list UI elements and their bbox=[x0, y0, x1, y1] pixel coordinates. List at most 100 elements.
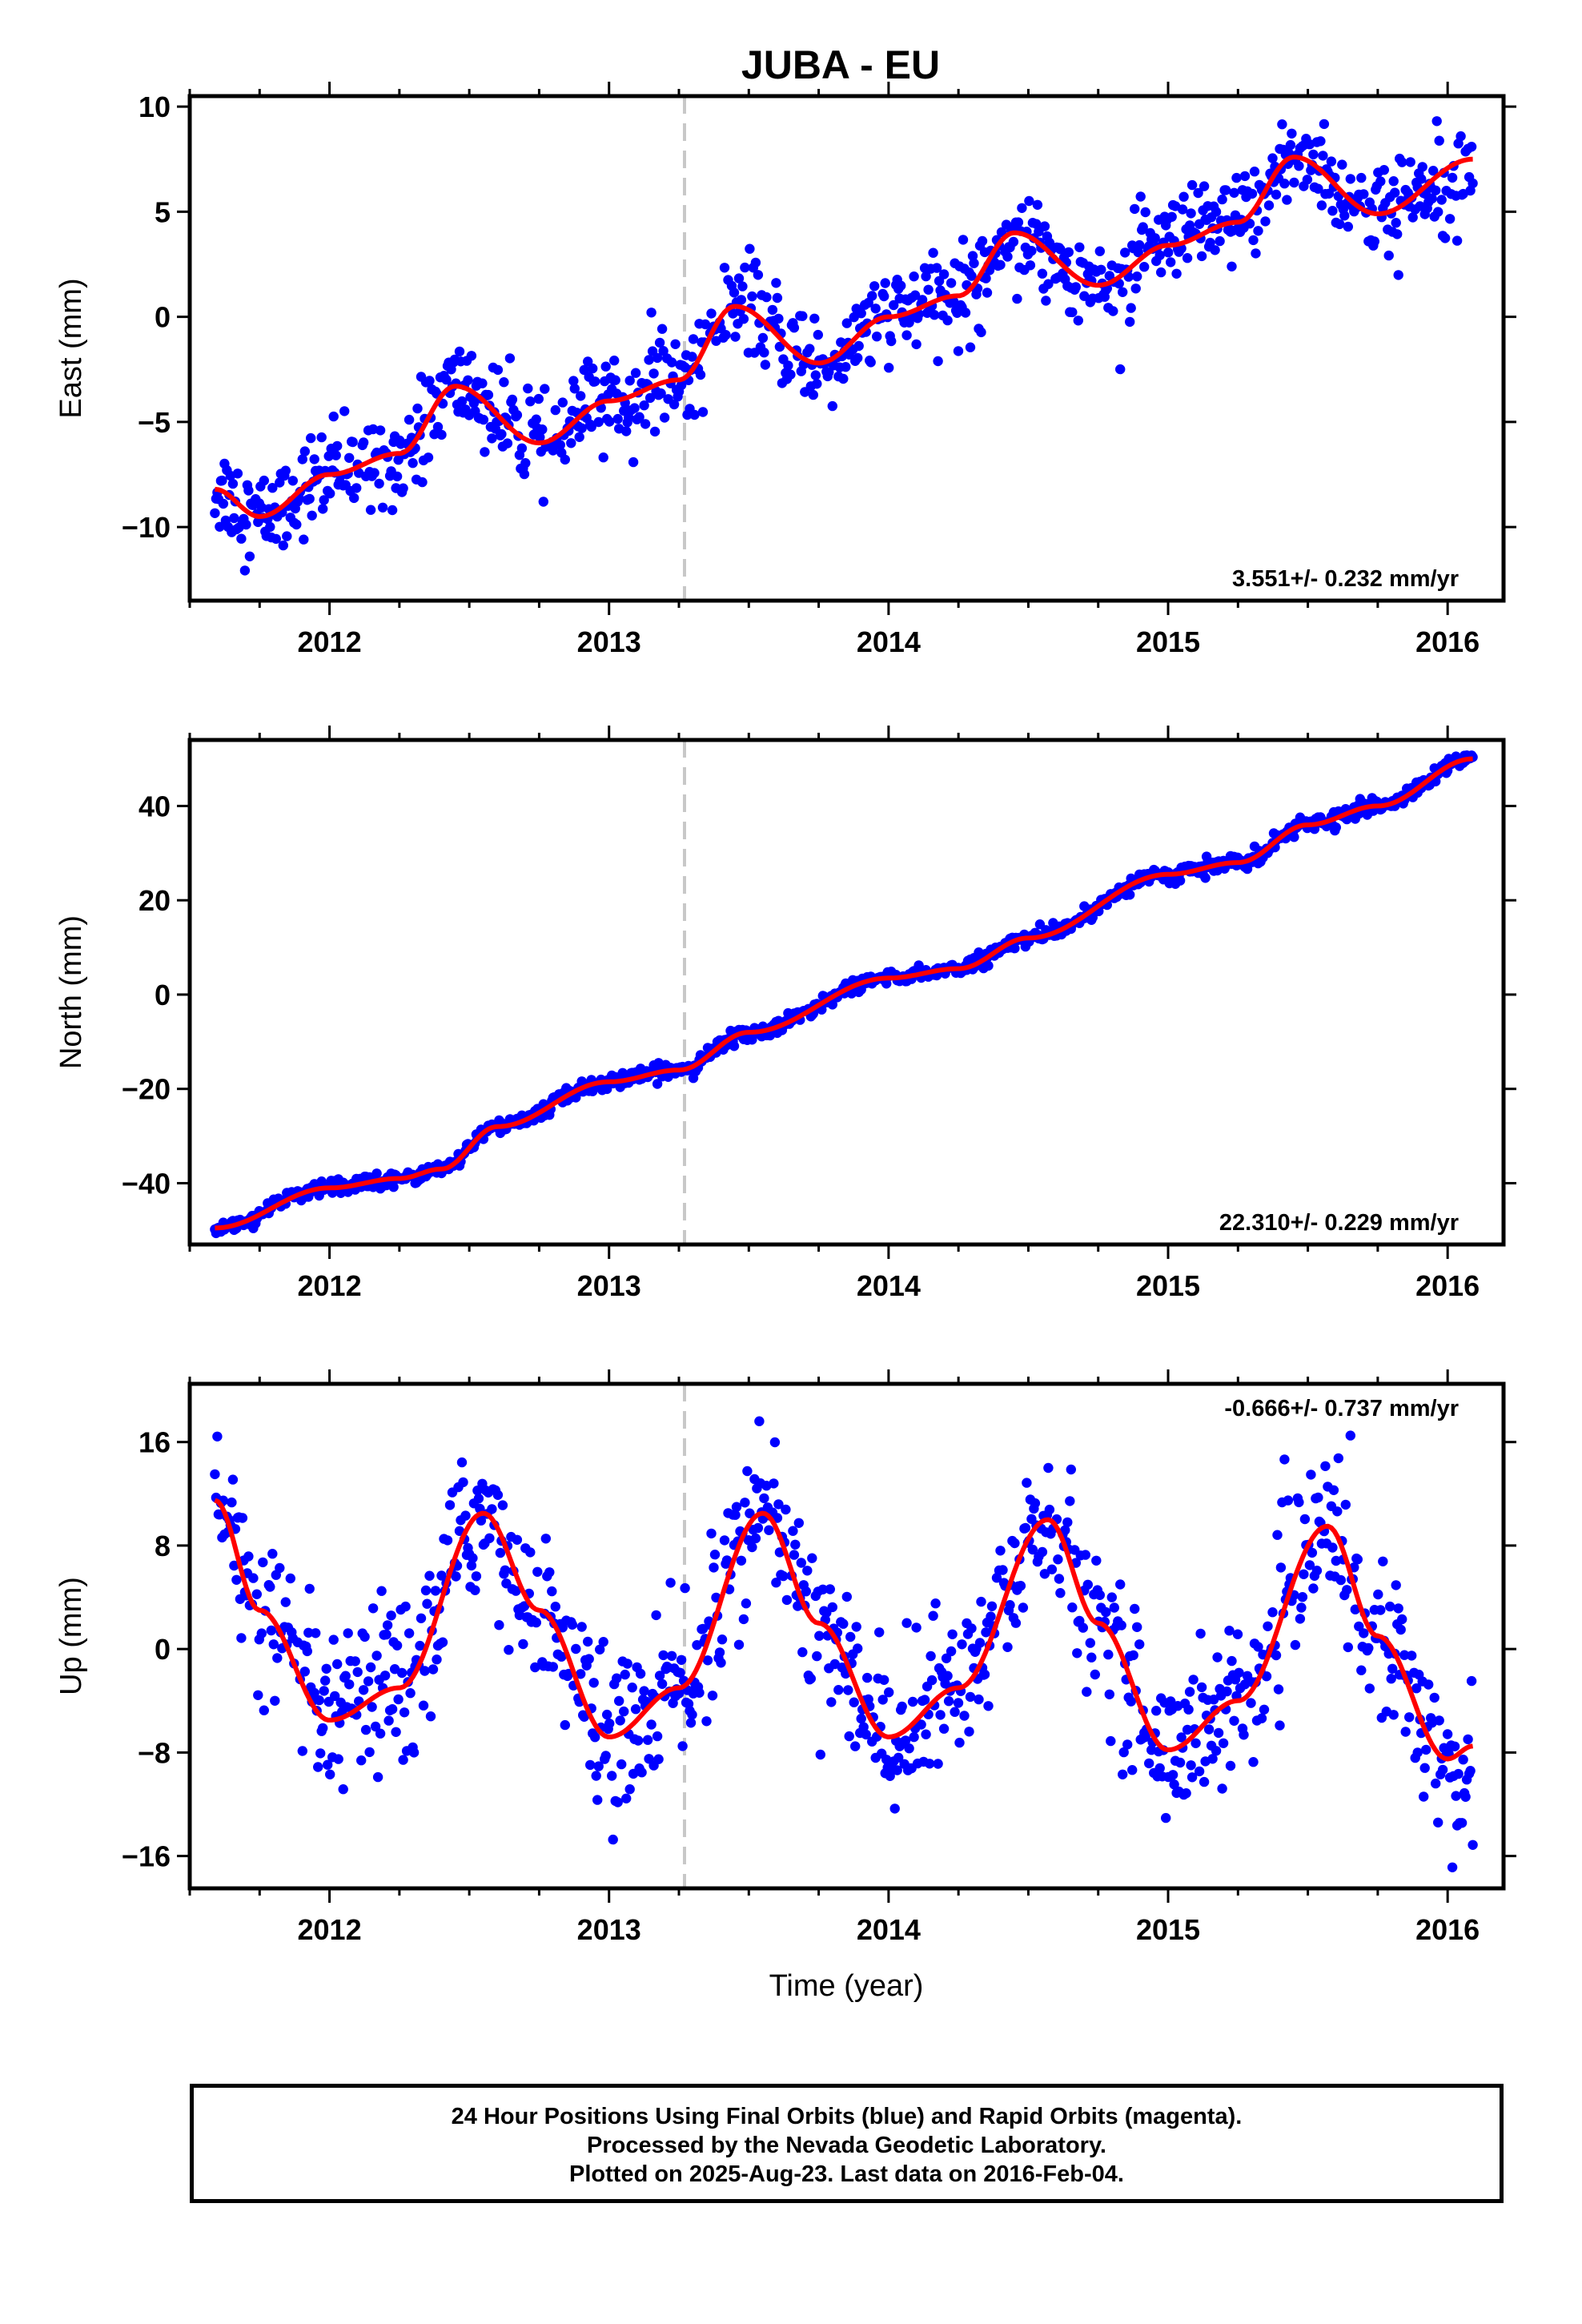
up-point bbox=[1176, 1732, 1186, 1743]
up-point bbox=[716, 1658, 726, 1668]
east-point bbox=[548, 445, 558, 456]
east-point bbox=[676, 380, 687, 391]
east-point bbox=[1229, 187, 1239, 198]
east-point bbox=[658, 346, 669, 356]
east-point bbox=[566, 438, 576, 448]
east-point bbox=[1043, 279, 1054, 289]
up-point bbox=[1106, 1735, 1116, 1747]
up-point bbox=[391, 1727, 401, 1737]
east-point bbox=[1289, 177, 1299, 188]
up-point bbox=[747, 1542, 757, 1553]
east-point bbox=[761, 292, 772, 303]
east-point bbox=[783, 360, 793, 371]
east-point bbox=[332, 440, 343, 452]
east-point bbox=[325, 489, 335, 499]
east-point bbox=[733, 273, 745, 283]
east-point bbox=[771, 278, 781, 288]
east-point bbox=[1215, 235, 1225, 247]
east-point bbox=[747, 291, 757, 302]
up-point bbox=[769, 1478, 779, 1489]
east-point bbox=[519, 468, 530, 480]
east-point bbox=[960, 308, 971, 318]
east-point bbox=[759, 348, 769, 358]
up-point bbox=[773, 1499, 784, 1510]
up-point bbox=[943, 1696, 954, 1707]
up-point bbox=[1429, 1692, 1439, 1703]
east-point bbox=[1244, 219, 1255, 229]
east-point bbox=[634, 412, 644, 422]
up-point bbox=[1327, 1542, 1338, 1553]
up-point bbox=[1101, 1606, 1111, 1618]
up-point bbox=[451, 1571, 461, 1582]
up-point bbox=[579, 1711, 589, 1722]
up-point bbox=[604, 1718, 615, 1729]
up-point bbox=[588, 1678, 599, 1688]
up-point bbox=[1154, 1763, 1165, 1774]
up-point bbox=[370, 1721, 381, 1732]
up-point bbox=[365, 1662, 376, 1673]
up-point bbox=[375, 1728, 386, 1739]
up-point bbox=[391, 1640, 403, 1651]
north-point bbox=[827, 999, 838, 1010]
east-point bbox=[750, 257, 761, 268]
east-point bbox=[639, 400, 649, 411]
east-points bbox=[210, 116, 1478, 576]
east-point bbox=[535, 432, 545, 443]
up-point bbox=[621, 1793, 632, 1803]
up-point bbox=[879, 1675, 889, 1685]
up-point bbox=[781, 1594, 793, 1606]
up-point bbox=[424, 1570, 435, 1581]
east-point bbox=[889, 300, 899, 311]
up-point bbox=[622, 1659, 632, 1669]
up-point bbox=[1181, 1788, 1191, 1799]
up-point bbox=[1199, 1776, 1210, 1787]
east-point bbox=[836, 337, 846, 348]
east-point bbox=[1318, 151, 1328, 161]
east-x-tick-label: 2014 bbox=[857, 625, 921, 658]
east-point bbox=[1012, 293, 1022, 304]
east-point bbox=[454, 346, 465, 357]
up-point bbox=[916, 1719, 926, 1730]
east-point bbox=[1227, 261, 1237, 271]
east-point bbox=[502, 438, 513, 448]
east-point bbox=[1285, 139, 1296, 151]
east-point bbox=[339, 406, 350, 416]
up-point bbox=[805, 1673, 816, 1684]
up-point bbox=[1246, 1698, 1256, 1708]
up-point bbox=[1060, 1525, 1070, 1536]
east-point bbox=[1434, 135, 1444, 146]
up-point bbox=[359, 1631, 370, 1642]
up-point bbox=[592, 1795, 603, 1805]
up-point bbox=[1082, 1687, 1092, 1697]
up-point bbox=[702, 1655, 713, 1666]
up-point bbox=[243, 1551, 254, 1562]
up-point bbox=[1295, 1614, 1306, 1624]
east-point bbox=[646, 308, 656, 318]
east-point bbox=[391, 471, 403, 482]
east-point bbox=[1431, 185, 1441, 195]
east-point bbox=[753, 270, 764, 280]
east-point bbox=[316, 432, 327, 443]
up-point bbox=[1010, 1618, 1022, 1628]
up-point bbox=[1456, 1818, 1468, 1828]
east-point bbox=[1039, 221, 1050, 231]
east-point bbox=[1339, 211, 1350, 221]
east-point bbox=[512, 410, 523, 420]
east-point bbox=[291, 519, 302, 530]
east-point bbox=[218, 498, 229, 509]
east-point bbox=[299, 534, 309, 545]
east-point bbox=[1335, 219, 1345, 230]
east-point bbox=[870, 304, 881, 314]
east-point bbox=[1171, 268, 1182, 279]
east-point bbox=[695, 369, 706, 380]
up-point bbox=[318, 1723, 328, 1734]
east-frame bbox=[187, 94, 1506, 603]
east-point bbox=[1379, 165, 1390, 175]
up-point bbox=[754, 1416, 765, 1426]
up-point bbox=[946, 1646, 957, 1657]
east-point bbox=[730, 332, 741, 342]
east-point bbox=[1287, 128, 1297, 139]
up-point bbox=[769, 1437, 781, 1448]
east-point bbox=[1002, 251, 1013, 262]
up-point bbox=[862, 1672, 873, 1683]
